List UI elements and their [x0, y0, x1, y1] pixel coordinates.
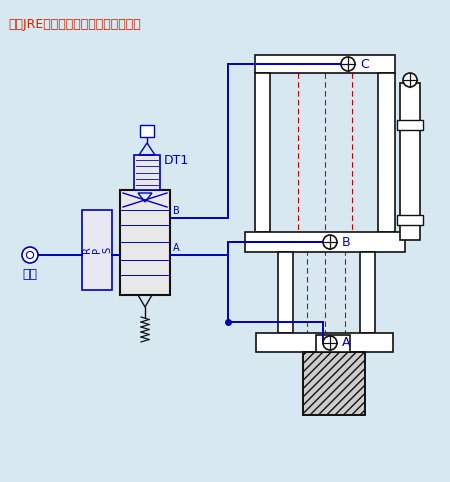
Text: B: B — [342, 236, 351, 249]
Bar — [397, 120, 423, 130]
Bar — [255, 73, 270, 232]
Text: 玖容JRE直压式气液增压缸气路连接图: 玖容JRE直压式气液增压缸气路连接图 — [8, 18, 141, 31]
Circle shape — [323, 336, 337, 350]
Bar — [255, 55, 395, 73]
Text: P: P — [92, 247, 102, 253]
Circle shape — [27, 252, 34, 259]
Circle shape — [323, 235, 337, 249]
Text: 气源: 气源 — [22, 268, 37, 281]
Bar — [120, 190, 170, 295]
Text: B: B — [173, 206, 180, 216]
Text: S: S — [102, 247, 112, 253]
Text: A: A — [173, 243, 180, 253]
Bar — [303, 352, 365, 415]
Bar — [397, 215, 423, 225]
Text: DT1: DT1 — [164, 153, 189, 166]
Bar — [360, 252, 375, 333]
Circle shape — [22, 247, 38, 263]
Text: R: R — [82, 247, 92, 254]
Bar — [400, 83, 420, 240]
Bar — [378, 73, 395, 232]
Text: C: C — [360, 57, 369, 70]
Bar — [134, 155, 160, 190]
Bar — [316, 335, 350, 352]
Bar — [303, 352, 365, 415]
Bar — [256, 333, 393, 352]
Circle shape — [403, 73, 417, 87]
Bar — [278, 252, 293, 333]
Bar — [82, 210, 112, 290]
Bar — [245, 232, 405, 252]
Circle shape — [341, 57, 355, 71]
Bar — [140, 125, 154, 137]
Text: A: A — [342, 336, 351, 349]
